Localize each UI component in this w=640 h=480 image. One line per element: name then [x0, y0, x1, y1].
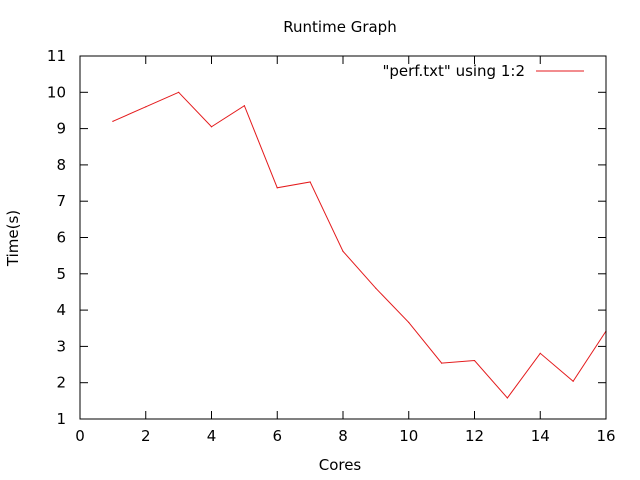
data-point: [408, 321, 410, 324]
series-layer: [112, 91, 607, 399]
y-tick-label: 3: [56, 337, 66, 355]
y-tick-label: 2: [56, 374, 66, 392]
y-tick-label: 11: [47, 47, 66, 65]
legend: "perf.txt" using 1:2: [382, 62, 584, 80]
x-tick-label: 14: [531, 427, 550, 445]
y-tick-label: 4: [56, 301, 66, 319]
data-point: [145, 106, 147, 108]
y-tick-label: 8: [56, 156, 66, 174]
y-tick-label: 9: [56, 120, 66, 138]
data-point: [276, 187, 278, 189]
data-point: [309, 181, 311, 183]
chart-title: Runtime Graph: [283, 18, 396, 36]
data-point: [342, 250, 344, 252]
data-point: [441, 362, 443, 364]
data-point: [210, 126, 213, 128]
data-point: [178, 91, 180, 93]
x-tick-label: 16: [596, 427, 615, 445]
y-tick-label: 10: [47, 83, 66, 101]
data-point: [539, 352, 541, 354]
x-tick-label: 8: [338, 427, 348, 445]
data-point: [243, 105, 245, 107]
y-tick-label: 5: [56, 265, 66, 283]
data-point: [473, 359, 476, 362]
y-tick-label: 7: [56, 192, 66, 210]
data-point: [112, 120, 114, 122]
x-axis-label: Cores: [319, 456, 362, 474]
x-tick-label: 2: [141, 427, 151, 445]
x-tick-label: 12: [465, 427, 484, 445]
y-tick-label: 1: [56, 410, 66, 428]
x-tick-label: 10: [399, 427, 418, 445]
data-point: [506, 397, 508, 399]
legend-entry-label: "perf.txt" using 1:2: [382, 62, 525, 80]
y-tick-label: 6: [56, 229, 66, 247]
series-line: [112, 91, 607, 399]
x-tick-label: 6: [272, 427, 282, 445]
y-axis-label: Time(s): [4, 210, 22, 267]
x-tick-label: 4: [207, 427, 217, 445]
data-point: [375, 287, 377, 289]
data-point: [572, 380, 574, 382]
x-tick-label: 0: [75, 427, 85, 445]
plot-frame: [79, 55, 607, 420]
